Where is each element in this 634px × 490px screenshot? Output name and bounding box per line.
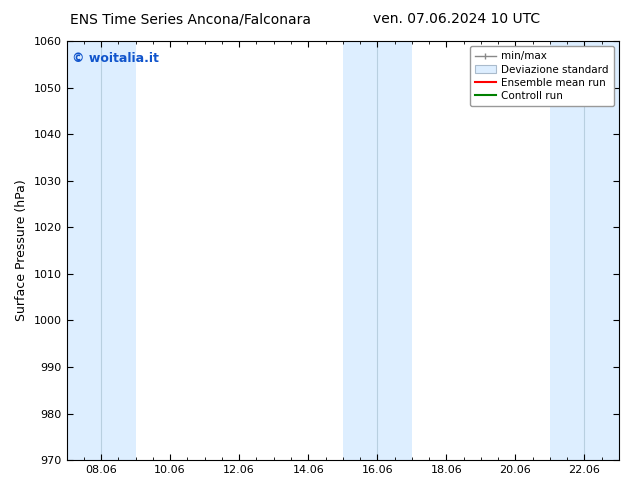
Y-axis label: Surface Pressure (hPa): Surface Pressure (hPa)	[15, 180, 28, 321]
Bar	[550, 41, 619, 460]
Text: ven. 07.06.2024 10 UTC: ven. 07.06.2024 10 UTC	[373, 12, 540, 26]
Text: ENS Time Series Ancona/Falconara: ENS Time Series Ancona/Falconara	[70, 12, 311, 26]
Legend: min/max, Deviazione standard, Ensemble mean run, Controll run: min/max, Deviazione standard, Ensemble m…	[470, 46, 614, 106]
Text: © woitalia.it: © woitalia.it	[72, 51, 159, 65]
Title: ENS Time Series Ancona/Falconara        ven. 07.06.2024 10 UTC: ENS Time Series Ancona/Falconara ven. 07…	[0, 489, 1, 490]
Bar	[343, 41, 412, 460]
Bar	[67, 41, 136, 460]
